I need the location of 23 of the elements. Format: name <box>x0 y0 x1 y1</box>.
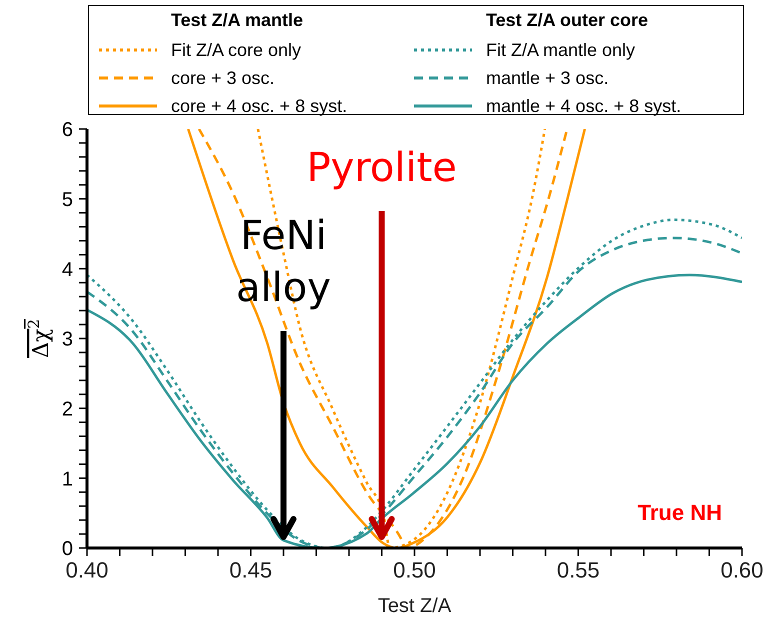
y-tick-label: 1 <box>62 468 73 490</box>
legend-label: core + 4 osc. + 8 syst. <box>171 96 348 116</box>
legend-label: core + 3 osc. <box>171 68 275 88</box>
x-tick-label: 0.55 <box>556 558 600 583</box>
x-tick-label: 0.50 <box>393 558 436 583</box>
x-tick-label: 0.40 <box>66 558 108 583</box>
x-tick-label: 0.60 <box>720 558 764 583</box>
annotation: True NH <box>638 500 722 525</box>
y-tick-label: 0 <box>62 538 73 560</box>
y-tick-label: 5 <box>62 188 73 211</box>
legend-label: mantle + 3 osc. <box>486 68 609 88</box>
x-tick-label: 0.45 <box>229 558 272 583</box>
x-axis-title: Test Z/A <box>378 595 452 617</box>
text: Test Z/A outer core <box>485 10 650 32</box>
legend-label: Fit Z/A core only <box>171 40 302 60</box>
y-tick-label: 2 <box>62 398 73 420</box>
legend-label: mantle + 4 osc. + 8 syst. <box>486 96 682 116</box>
text: Test Z/A mantle <box>170 10 304 32</box>
annotation: Pyrolite <box>306 145 457 192</box>
legend-label: Fit Z/A mantle only <box>486 40 636 60</box>
y-tick-label: 6 <box>62 119 73 142</box>
y-tick-label: 3 <box>62 328 73 351</box>
y-tick-label: 4 <box>62 258 73 281</box>
